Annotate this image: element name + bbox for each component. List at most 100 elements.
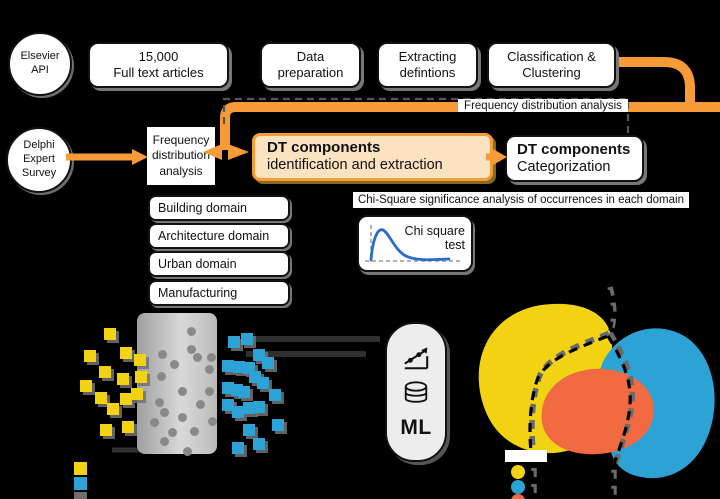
ml-node: ML [385, 322, 447, 462]
yellow-term-square [117, 373, 129, 385]
blue-term-square [243, 424, 255, 436]
cylinder-dot [158, 350, 167, 359]
right-legend-orange [511, 494, 525, 499]
extracting-definitions-node: Extracting defintions [377, 42, 478, 88]
dt-identification-node: DT components identification and extract… [252, 133, 493, 181]
frequency-analysis-label: Frequency distribution analysis [151, 132, 211, 178]
category-venn [478, 286, 715, 499]
data-preparation-label: Data preparation [277, 48, 344, 80]
classification-clustering-node: Classification & Clustering [487, 42, 616, 88]
elsevier-api-node: Elsevier API [8, 32, 72, 96]
yellow-term-square [100, 424, 112, 436]
right-legend-yellow [511, 465, 525, 479]
blue-term-square [253, 438, 265, 450]
cylinder-dot [187, 345, 196, 354]
blue-term-square [257, 377, 269, 389]
yellow-term-square [122, 421, 134, 433]
cylinder-dot [160, 408, 169, 417]
cylinder-dot [170, 360, 179, 369]
data-preparation-node: Data preparation [260, 42, 361, 88]
cylinder-dot [193, 353, 202, 362]
yellow-term-square [120, 393, 132, 405]
chi-square-curve-icon [365, 225, 463, 262]
right-legend-blue [511, 480, 525, 494]
blue-term-square [228, 336, 240, 348]
yellow-term-square [131, 388, 143, 400]
venn-label-strip [505, 450, 547, 462]
domain-architecture-label: Architecture domain [158, 229, 270, 243]
yellow-term-square [134, 354, 146, 366]
blue-term-square [269, 389, 281, 401]
yellow-term-square [120, 347, 132, 359]
yellow-term-square [104, 328, 116, 340]
cylinder-dot [190, 427, 199, 436]
orange-loop-right [612, 57, 695, 104]
cylinder-dot [168, 428, 177, 437]
cylinder-dot [178, 387, 187, 396]
trend-chart-icon [404, 347, 429, 370]
classification-clustering-label: Classification & Clustering [507, 48, 596, 80]
yellow-term-square [80, 380, 92, 392]
left-legend-blue [74, 477, 87, 490]
blue-term-square [241, 333, 253, 345]
elsevier-api-label: Elsevier API [20, 50, 60, 76]
domain-urban: Urban domain [148, 251, 290, 277]
yellow-term-square [95, 392, 107, 404]
articles-label: 15,000 Full text articles [113, 48, 204, 80]
blue-term-square [262, 357, 274, 369]
yellow-term-square [107, 403, 119, 415]
extracting-definitions-label: Extracting defintions [398, 48, 457, 80]
blue-term-square [232, 406, 244, 418]
domain-manufacturing-label: Manufacturing [158, 286, 238, 300]
loop-label: Frequency distribution analysis [458, 99, 628, 112]
dt-categorization-node: DT components Categorization [505, 135, 644, 182]
loop-label-text: Frequency distribution analysis [464, 99, 622, 112]
chi-square-strip-text: Chi-Square significance analysis of occu… [357, 194, 684, 206]
cylinder-dot [150, 418, 159, 427]
yellow-term-square [84, 350, 96, 362]
dt-categorization-title: DT components [517, 140, 631, 158]
cylinder-dot [196, 400, 205, 409]
left-legend-gray [74, 492, 87, 499]
domain-building: Building domain [148, 195, 290, 221]
filter-cylinder [137, 313, 217, 454]
chi-square-test-node: Chi square test [357, 215, 473, 272]
blue-term-square [253, 401, 265, 413]
frequency-analysis-node: Frequency distribution analysis [147, 127, 215, 185]
cylinder-dot [157, 372, 166, 381]
cylinder-dot [178, 413, 187, 422]
delphi-survey-node: Delphi Expert Survey [6, 127, 72, 193]
domain-urban-label: Urban domain [158, 257, 237, 271]
articles-node: 15,000 Full text articles [88, 42, 229, 88]
cylinder-dot [207, 353, 216, 362]
blue-term-square [238, 386, 250, 398]
blue-term-square [272, 419, 284, 431]
arrow-delphi-to-frequency [132, 149, 148, 165]
cylinder-dot [183, 447, 192, 456]
chi-square-strip: Chi-Square significance analysis of occu… [353, 192, 689, 208]
blue-term-square [233, 361, 245, 373]
arrow-to-dt-identification [228, 144, 249, 160]
venn-divider-shadow [529, 286, 635, 496]
dt-categorization-subtitle: Categorization [517, 158, 611, 175]
cylinder-dot [205, 365, 214, 374]
chi-square-test-label: Chi square test [404, 224, 465, 253]
domain-building-label: Building domain [158, 201, 247, 215]
blue-term-square [232, 442, 244, 454]
left-legend-yellow [74, 462, 87, 475]
cylinder-dot [160, 437, 169, 446]
yellow-term-square [99, 366, 111, 378]
blue-term-square [222, 360, 234, 372]
yellow-term-square [135, 371, 147, 383]
database-icon [404, 381, 428, 403]
venn-divider-lines [528, 289, 632, 499]
delphi-survey-label: Delphi Expert Survey [21, 139, 57, 179]
ml-label: ML [400, 416, 432, 439]
dt-identification-subtitle: identification and extraction [267, 157, 443, 174]
blue-term-square [222, 399, 234, 411]
domain-architecture: Architecture domain [148, 223, 290, 249]
dt-identification-title: DT components [267, 139, 381, 157]
cylinder-dot [155, 398, 164, 407]
cylinder-dot [208, 417, 217, 426]
